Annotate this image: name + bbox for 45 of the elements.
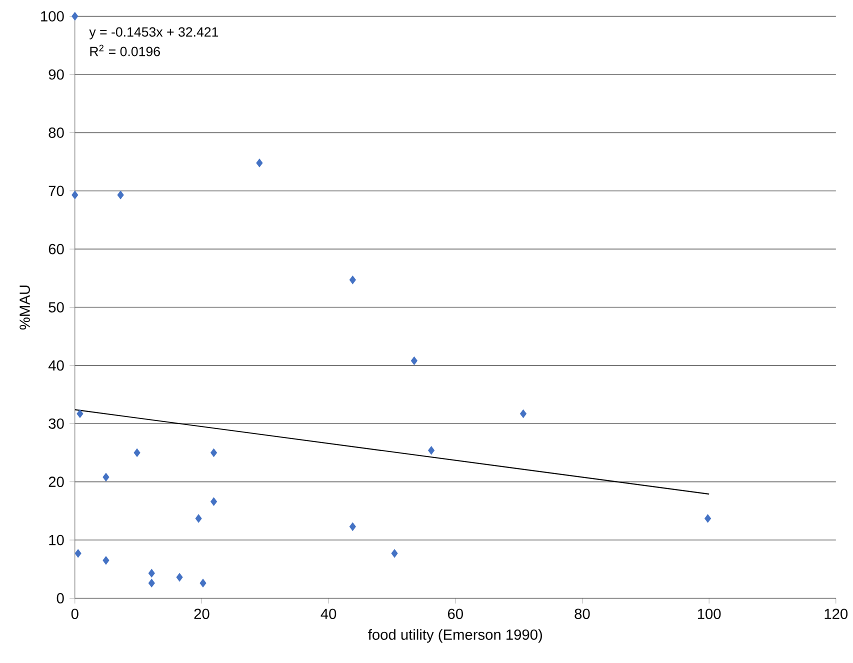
x-tick-label: 100 <box>698 608 721 619</box>
point <box>117 190 124 200</box>
point <box>349 522 356 531</box>
point <box>102 472 110 482</box>
point <box>704 514 712 523</box>
x-tick-label: 60 <box>448 608 463 619</box>
point <box>195 514 202 523</box>
x-axis-title: food utility (Emerson 1990) <box>368 629 542 643</box>
y-tick-label: 50 <box>48 302 64 312</box>
point <box>410 356 418 365</box>
point <box>520 409 527 418</box>
point <box>349 276 356 284</box>
y-tick-label: 70 <box>48 186 64 196</box>
point <box>102 556 110 565</box>
point <box>148 568 155 578</box>
point <box>200 578 206 588</box>
x-tick-label: 80 <box>574 608 590 619</box>
y-tick-label: 0 <box>56 592 64 604</box>
point <box>76 409 84 418</box>
x-tick-label: 40 <box>320 608 336 619</box>
y-tick-label: 60 <box>48 244 64 254</box>
point <box>148 578 155 588</box>
point <box>210 448 218 457</box>
x-tick-label: 0 <box>71 608 78 619</box>
point <box>176 572 183 582</box>
x-tick-label: 20 <box>194 608 210 619</box>
point <box>72 190 78 200</box>
y-tick-label: 100 <box>41 11 64 22</box>
point <box>72 12 78 21</box>
point <box>256 158 263 168</box>
y-tick-label: 90 <box>48 69 64 80</box>
annotation: R$^{2}$ = 0.0196 <box>90 44 160 56</box>
y-tick-label: 10 <box>49 534 64 546</box>
point <box>428 446 435 455</box>
point <box>134 448 140 457</box>
x-tick-label: 120 <box>824 608 848 619</box>
point <box>74 549 82 558</box>
y-tick-label: 80 <box>48 127 64 138</box>
y-tick-label: 40 <box>48 360 64 371</box>
y-axis-title: %MAU <box>20 286 30 330</box>
point <box>391 549 398 558</box>
y-tick-label: 20 <box>48 476 64 487</box>
annotation: y = -0.1453x + 32.421 <box>89 27 218 40</box>
point <box>210 497 218 506</box>
y-tick-label: 30 <box>48 418 64 429</box>
